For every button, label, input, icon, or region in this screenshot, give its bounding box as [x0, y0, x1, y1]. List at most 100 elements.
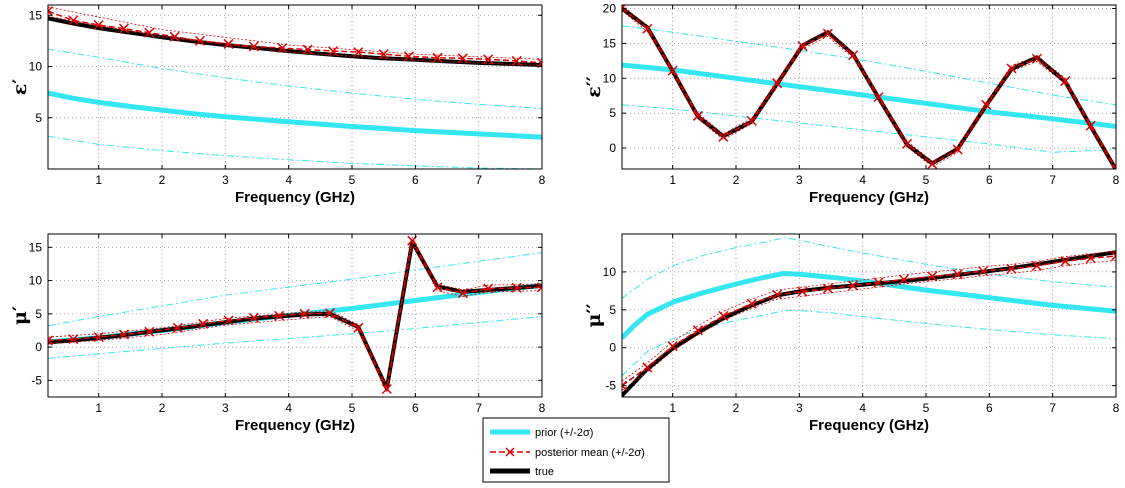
series-posterior-2	[48, 6, 542, 60]
posterior-marker	[873, 277, 884, 288]
posterior-marker	[622, 380, 628, 391]
posterior-marker	[1085, 253, 1096, 264]
posterior-marker	[642, 362, 653, 373]
posterior-marker	[198, 318, 209, 329]
x-axis-label: Frequency (GHz)	[809, 189, 929, 206]
posterior-marker	[432, 52, 443, 63]
series-prior-2	[48, 48, 542, 109]
posterior-marker	[873, 92, 884, 103]
series-posterior-2	[48, 15, 542, 66]
posterior-marker	[772, 289, 783, 300]
y-tick-label: 5	[35, 307, 42, 321]
posterior-marker	[324, 308, 335, 319]
x-tick-label: 2	[733, 173, 740, 187]
legend-true-label: true	[535, 466, 554, 478]
posterior-marker	[511, 282, 522, 293]
posterior-marker	[1006, 263, 1017, 274]
x-tick-label: 7	[1049, 401, 1056, 415]
x-tick-label: 6	[412, 173, 419, 187]
posterior-marker	[1110, 163, 1116, 169]
posterior-marker	[378, 49, 389, 60]
y-tick-label: 0	[35, 340, 42, 354]
posterior-marker	[1006, 63, 1017, 74]
panel-mu-imag: 1 2 3 4 5 6 7 8 -5 0 5 10 Frequency (GHz) μ′′	[583, 233, 1120, 434]
y-axis-label: μ′′	[583, 304, 605, 328]
posterior-marker	[848, 280, 859, 291]
posterior-marker	[622, 5, 628, 13]
posterior-marker	[927, 159, 938, 169]
y-tick-label: 15	[29, 8, 43, 22]
posterior-marker	[977, 266, 989, 277]
posterior-marker	[68, 334, 79, 345]
posterior-marker	[1110, 250, 1116, 262]
posterior-marker	[952, 269, 963, 280]
posterior-marker	[93, 19, 104, 31]
series-prior-2	[48, 252, 542, 327]
posterior-marker	[118, 329, 130, 340]
posterior-marker	[353, 47, 364, 58]
posterior-marker	[302, 44, 313, 55]
x-tick-label: 7	[1049, 173, 1056, 187]
posterior-marker	[457, 288, 468, 299]
posterior-marker	[274, 310, 285, 321]
series-prior-2	[48, 316, 542, 359]
series-prior-2	[622, 104, 1116, 153]
posterior-marker	[144, 27, 155, 38]
series-prior-2	[622, 25, 1116, 106]
y-tick-label: 15	[29, 240, 43, 254]
posterior-marker	[403, 51, 415, 62]
x-tick-label: 8	[1113, 401, 1120, 415]
y-axis-label: ε′	[9, 79, 31, 96]
posterior-marker	[68, 15, 79, 26]
posterior-marker	[797, 41, 808, 52]
x-tick-label: 7	[475, 173, 482, 187]
posterior-marker	[1060, 256, 1071, 267]
y-axis-label: μ′	[9, 306, 31, 325]
posterior-marker	[457, 53, 468, 64]
x-tick-label: 6	[986, 401, 993, 415]
x-tick-label: 3	[222, 173, 229, 187]
posterior-marker	[172, 322, 183, 333]
x-tick-label: 1	[95, 401, 102, 415]
x-tick-label: 4	[285, 173, 292, 187]
posterior-marker	[511, 55, 522, 66]
data-layer	[622, 5, 1116, 169]
posterior-marker	[667, 65, 678, 76]
posterior-marker	[223, 38, 234, 49]
axes-frame	[621, 233, 1117, 398]
x-tick-label: 3	[796, 401, 803, 415]
series-prior	[622, 62, 1116, 129]
posterior-marker	[746, 115, 757, 126]
data-layer	[48, 6, 542, 169]
posterior-marker	[277, 43, 288, 54]
series-posterior-2	[48, 236, 542, 387]
x-axis-label: Frequency (GHz)	[235, 189, 355, 206]
y-tick-label: 10	[29, 274, 43, 288]
posterior-marker	[981, 99, 992, 110]
posterior-marker	[432, 282, 443, 293]
x-tick-label: 4	[859, 401, 866, 415]
legend-posterior-marker	[505, 447, 515, 457]
x-tick-label: 2	[159, 401, 166, 415]
x-tick-label: 3	[222, 401, 229, 415]
x-tick-label: 5	[923, 401, 930, 415]
posterior-marker	[144, 326, 155, 337]
series-prior-2	[622, 237, 1116, 299]
x-tick-label: 6	[412, 401, 419, 415]
posterior-marker	[772, 78, 783, 89]
posterior-marker	[718, 131, 729, 142]
posterior-marker	[898, 274, 909, 285]
posterior-marker	[223, 315, 234, 326]
y-tick-label: 5	[609, 106, 616, 120]
x-tick-label: 2	[159, 173, 166, 187]
data-layer	[622, 237, 1116, 397]
posterior-marker	[536, 57, 542, 68]
posterior-marker	[118, 23, 130, 34]
posterior-marker	[327, 46, 339, 57]
posterior-marker	[353, 322, 364, 333]
x-tick-label: 3	[796, 173, 803, 187]
y-tick-label: 10	[29, 60, 43, 74]
posterior-marker	[692, 325, 704, 336]
posterior-marker	[927, 271, 938, 282]
x-tick-label: 4	[285, 401, 292, 415]
